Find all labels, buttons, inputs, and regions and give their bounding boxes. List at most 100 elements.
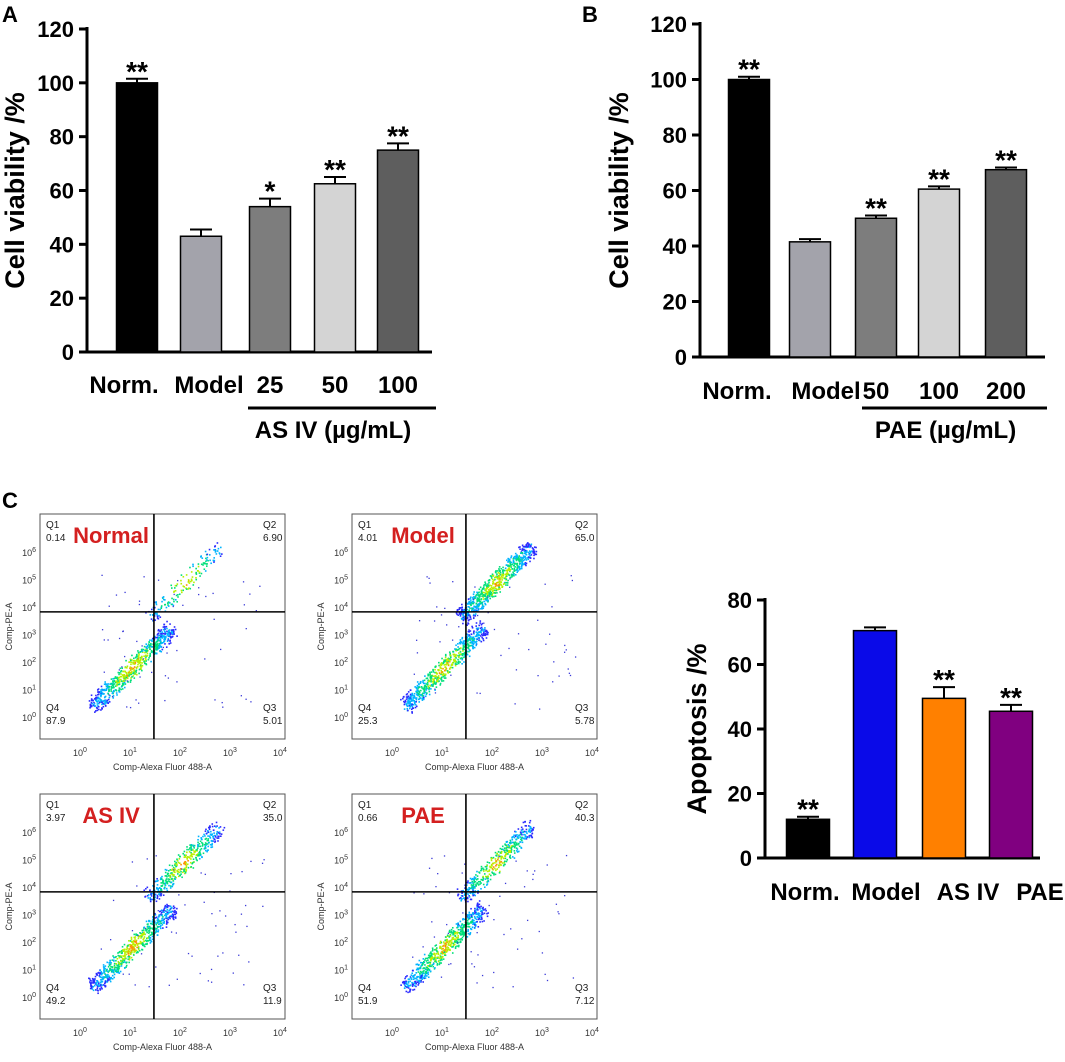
event-dot (473, 630, 475, 632)
event-dot (222, 952, 224, 954)
event-dot (555, 903, 558, 905)
event-dot (552, 681, 554, 683)
event-dot (528, 835, 531, 837)
significance-marker: ** (865, 192, 887, 223)
event-dot (192, 853, 194, 856)
event-dot (156, 880, 158, 882)
event-dot (195, 858, 198, 861)
event-dot (129, 666, 132, 668)
event-dot (154, 896, 157, 898)
event-dot (138, 661, 141, 663)
event-dot (407, 700, 409, 702)
event-dot (407, 978, 410, 981)
event-dot (431, 957, 433, 960)
event-dot (118, 672, 121, 674)
event-dot (160, 882, 163, 884)
event-dot (417, 694, 419, 697)
event-dot (538, 930, 540, 933)
event-dot (215, 553, 218, 555)
event-dot (95, 983, 98, 986)
event-dot (471, 880, 474, 883)
event-dot (461, 895, 464, 897)
event-dot (483, 909, 485, 911)
event-dot (133, 933, 136, 936)
event-dot (115, 970, 118, 972)
event-dot (488, 592, 491, 595)
event-dot (219, 832, 221, 835)
event-dot (514, 845, 517, 847)
event-dot (434, 956, 436, 959)
event-dot (145, 649, 147, 651)
event-dot (524, 838, 526, 840)
event-dot (163, 908, 165, 911)
event-dot (488, 862, 491, 864)
event-dot (93, 701, 95, 704)
event-dot (481, 587, 484, 590)
event-dot (466, 616, 469, 619)
event-dot (432, 963, 435, 966)
event-dot (173, 587, 176, 589)
event-dot (164, 603, 167, 606)
event-dot (525, 559, 528, 561)
event-dot (182, 589, 185, 592)
event-dot (414, 701, 416, 703)
event-dot (491, 593, 493, 595)
event-dot (514, 566, 516, 568)
event-dot (203, 568, 206, 571)
event-dot (529, 831, 532, 834)
event-dot (177, 861, 180, 864)
event-dot (116, 681, 119, 684)
y-tick-label: 60 (50, 179, 74, 204)
event-dot (159, 645, 161, 647)
event-dot (160, 632, 162, 635)
event-dot (455, 661, 458, 663)
event-dot (472, 923, 475, 925)
event-dot (157, 629, 160, 632)
event-dot (514, 841, 517, 843)
event-dot (510, 847, 513, 850)
event-dot (116, 680, 119, 683)
event-dot (527, 551, 530, 554)
event-dot (463, 893, 466, 895)
event-dot (103, 703, 106, 705)
event-dot (502, 849, 505, 851)
event-dot (406, 705, 409, 708)
event-dot (520, 567, 523, 570)
event-dot (443, 677, 446, 679)
event-dot (128, 948, 131, 950)
event-dot (505, 841, 508, 843)
event-dot (441, 950, 443, 953)
event-dot (423, 967, 425, 969)
event-dot (117, 683, 120, 686)
event-dot (526, 557, 528, 559)
event-dot (131, 945, 133, 948)
event-dot (166, 889, 169, 892)
event-dot (159, 923, 161, 925)
event-dot (148, 937, 150, 939)
event-dot (157, 879, 159, 882)
q2-value: 40.3 (575, 813, 595, 824)
event-dot (422, 958, 425, 960)
event-dot (471, 637, 474, 640)
event-dot (146, 654, 149, 657)
event-dot (505, 847, 508, 849)
event-dot (135, 666, 138, 669)
event-dot (413, 700, 416, 702)
event-dot (132, 942, 135, 945)
event-dot (488, 595, 491, 598)
event-dot (427, 954, 430, 957)
event-dot (434, 960, 437, 963)
event-dot (148, 645, 151, 648)
event-dot (470, 596, 472, 599)
event-dot (213, 557, 216, 559)
event-dot (148, 926, 151, 929)
event-dot (497, 854, 500, 856)
event-dot (420, 976, 422, 979)
event-dot (476, 905, 479, 907)
event-dot (461, 933, 464, 936)
event-dot (160, 605, 163, 607)
event-dot (90, 983, 92, 986)
flow-plot-title: Normal (73, 523, 149, 548)
event-dot (217, 832, 220, 834)
